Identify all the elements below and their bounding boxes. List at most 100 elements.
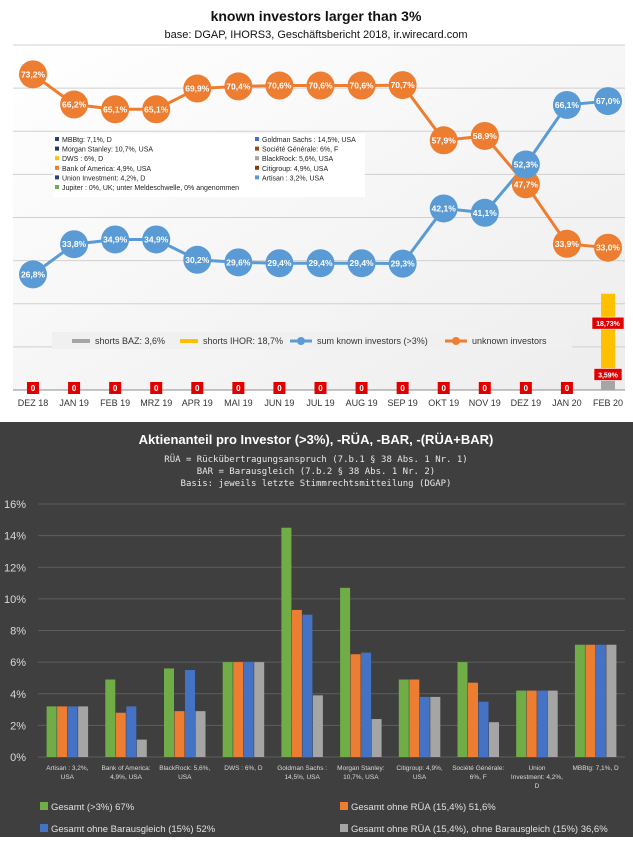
zero-marker-text: 0: [277, 384, 282, 393]
data-point: 70,4%: [224, 72, 253, 101]
zero-marker: 0: [478, 382, 491, 394]
zero-marker: 0: [355, 382, 368, 394]
zero-marker-text: 0: [359, 384, 364, 393]
zero-marker-text: 0: [441, 384, 446, 393]
data-point: 26,8%: [19, 260, 47, 289]
data-point: 30,2%: [183, 245, 212, 274]
bar: [78, 706, 89, 757]
bar: [595, 644, 606, 757]
bar: [489, 722, 499, 757]
data-label: 69,9%: [185, 84, 210, 94]
bar: [281, 527, 292, 757]
data-label: 70,6%: [308, 81, 333, 91]
data-label: 70,7%: [391, 80, 416, 90]
legend-swatch: [55, 156, 59, 161]
data-point-marker: [470, 198, 499, 227]
bar: [291, 609, 302, 757]
bar-legend-swatch: [40, 824, 48, 832]
bar: [409, 679, 420, 757]
zero-marker-text: 0: [236, 384, 241, 393]
data-point: 34,9%: [101, 225, 130, 254]
legend-swatch: [255, 146, 259, 151]
legend-item: Citigroup: 4,9%, USA: [255, 165, 328, 173]
data-point-marker: [265, 249, 294, 278]
data-label: 26,8%: [21, 269, 46, 279]
bar-chart-subtitle-3: Basis: jeweils letzte Stimmrechtsmitteil…: [181, 479, 452, 489]
data-label: 70,4%: [226, 81, 251, 91]
data-point-marker: [470, 121, 499, 150]
data-point: 42,1%: [429, 194, 458, 223]
x-tick-label: JAN 20: [552, 398, 582, 408]
legend-swatch: [255, 137, 259, 141]
data-point: 52,3%: [511, 150, 540, 179]
zero-marker: 0: [68, 382, 81, 394]
data-point: 57,9%: [429, 126, 458, 155]
data-point-marker: [19, 260, 47, 289]
zero-marker-text: 0: [400, 384, 405, 393]
data-point: 70,6%: [306, 71, 335, 100]
bar: [312, 695, 323, 757]
legend-item: Morgan Stanley: 10,7%, USA: [55, 146, 153, 154]
data-point-marker: [306, 71, 335, 100]
x-tick-label: Goldman Sachs :: [277, 765, 327, 772]
bar: [516, 690, 527, 757]
x-tick-label: Union: [528, 765, 545, 772]
legend-label: Société Générale: 6%, F: [262, 147, 338, 154]
zero-marker-text: 0: [318, 384, 323, 393]
x-tick-label: JUN 19: [264, 398, 294, 408]
legend-item: MBBtg: 7,1%, D: [55, 137, 112, 144]
zero-marker-text: 0: [483, 384, 488, 393]
zero-marker: 0: [273, 382, 286, 394]
x-tick-label: Bank of America:: [101, 765, 150, 772]
data-point: 34,9%: [142, 225, 171, 254]
data-point-marker: [19, 60, 47, 89]
data-label: 29,4%: [267, 258, 292, 268]
series-legend-label: shorts BAZ: 3,6%: [95, 336, 165, 346]
bar-legend-label: Gesamt ohne RÜA (15,4%) 51,6%: [351, 802, 496, 813]
bar: [67, 706, 78, 757]
data-point: 29,6%: [224, 248, 253, 277]
bar: [371, 719, 382, 757]
investor-line-chart: known investors larger than 3% base: DGA…: [0, 0, 633, 412]
bar-chart-subtitle-1: RÜA = Rückübertragungsanspruch (7.b.1 § …: [164, 454, 467, 465]
chart-separator: [0, 412, 633, 422]
zero-marker: 0: [109, 382, 122, 394]
zero-marker-text: 0: [195, 384, 200, 393]
x-tick-label: USA: [61, 774, 75, 781]
legend-swatch: [255, 156, 259, 161]
x-tick-label: DEZ 18: [18, 398, 49, 408]
y-tick-label: 14%: [4, 531, 26, 543]
x-tick-label: USA: [413, 774, 427, 781]
bar: [302, 614, 313, 757]
data-label: 41,1%: [473, 208, 498, 218]
legend-swatch: [55, 137, 59, 141]
bar-legend-item: Gesamt ohne RÜA (15,4%), ohne Barausglei…: [340, 824, 608, 835]
data-label: 29,4%: [308, 258, 333, 268]
bar: [243, 662, 254, 757]
series-legend-marker: [297, 337, 305, 345]
bar-legend-label: Gesamt ohne RÜA (15,4%), ohne Barausglei…: [351, 824, 608, 835]
data-label: 73,2%: [21, 69, 46, 79]
zero-marker: 0: [437, 382, 450, 394]
bar-legend-label: Gesamt ohne Barausgleich (15%) 52%: [51, 824, 216, 835]
legend-swatch: [55, 175, 59, 180]
data-label: 65,1%: [103, 104, 128, 114]
zero-marker-text: 0: [524, 384, 529, 393]
series-legend-item: unknown investors: [445, 336, 547, 346]
x-tick-label: DEZ 19: [511, 398, 542, 408]
zero-marker-text: 0: [154, 384, 159, 393]
bar: [537, 690, 548, 757]
data-point-marker: [594, 87, 622, 116]
short-label-baz-text: 3,59%: [598, 372, 619, 379]
bar: [457, 662, 468, 757]
series-legend-label: unknown investors: [472, 336, 547, 346]
zero-marker-text: 0: [565, 384, 570, 393]
bar-legend-item: Gesamt (>3%) 67%: [40, 802, 135, 813]
legend-item: Artisan : 3,2%, USA: [255, 175, 324, 182]
legend-background: [53, 134, 365, 197]
zero-marker: 0: [519, 382, 532, 394]
data-point-marker: [511, 150, 540, 179]
data-label: 29,3%: [391, 259, 416, 269]
legend-label: MBBtg: 7,1%, D: [62, 137, 112, 144]
series-legend-item: shorts IHOR: 18,7%: [180, 336, 283, 346]
